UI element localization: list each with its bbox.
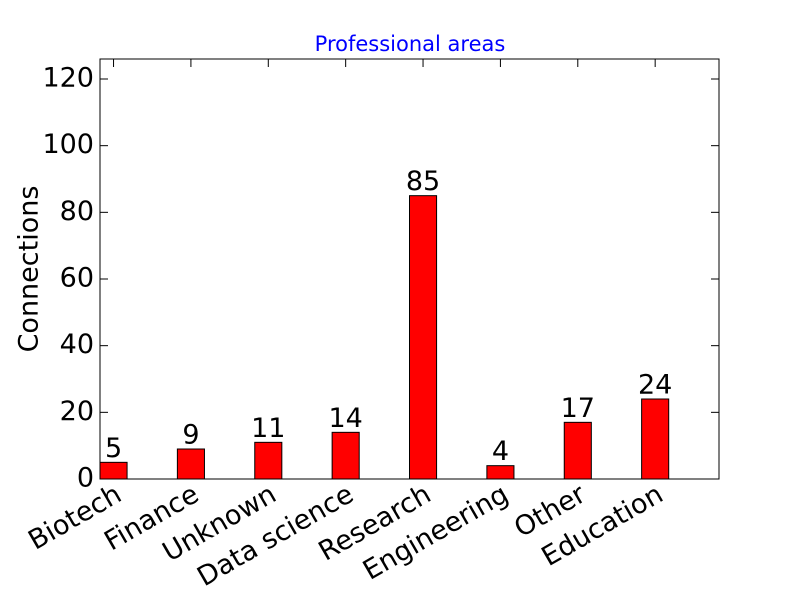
bar — [254, 441, 283, 480]
value-label: 14 — [328, 403, 362, 434]
bar — [641, 398, 670, 480]
value-label: 11 — [251, 413, 285, 444]
bar — [176, 448, 205, 480]
plot-frame — [99, 58, 720, 480]
y-tick-label: 20 — [60, 396, 94, 427]
y-tick-label: 0 — [77, 463, 94, 494]
value-label: 9 — [182, 420, 199, 451]
bar — [409, 195, 438, 480]
value-label: 24 — [638, 370, 672, 401]
bar — [563, 421, 592, 480]
bar — [486, 465, 515, 480]
y-tick-label: 60 — [60, 263, 94, 294]
bar — [331, 431, 360, 480]
y-tick-label: 80 — [60, 196, 94, 227]
value-label: 5 — [105, 433, 122, 464]
y-tick-label: 40 — [60, 329, 94, 360]
y-axis-label: Connections — [14, 186, 45, 353]
y-tick-label: 120 — [42, 63, 94, 94]
value-label: 4 — [492, 436, 509, 467]
chart-title: Professional areas — [315, 32, 506, 56]
bar — [99, 461, 128, 480]
value-label: 17 — [561, 393, 595, 424]
value-label: 85 — [406, 166, 440, 197]
y-tick-label: 100 — [42, 129, 94, 160]
